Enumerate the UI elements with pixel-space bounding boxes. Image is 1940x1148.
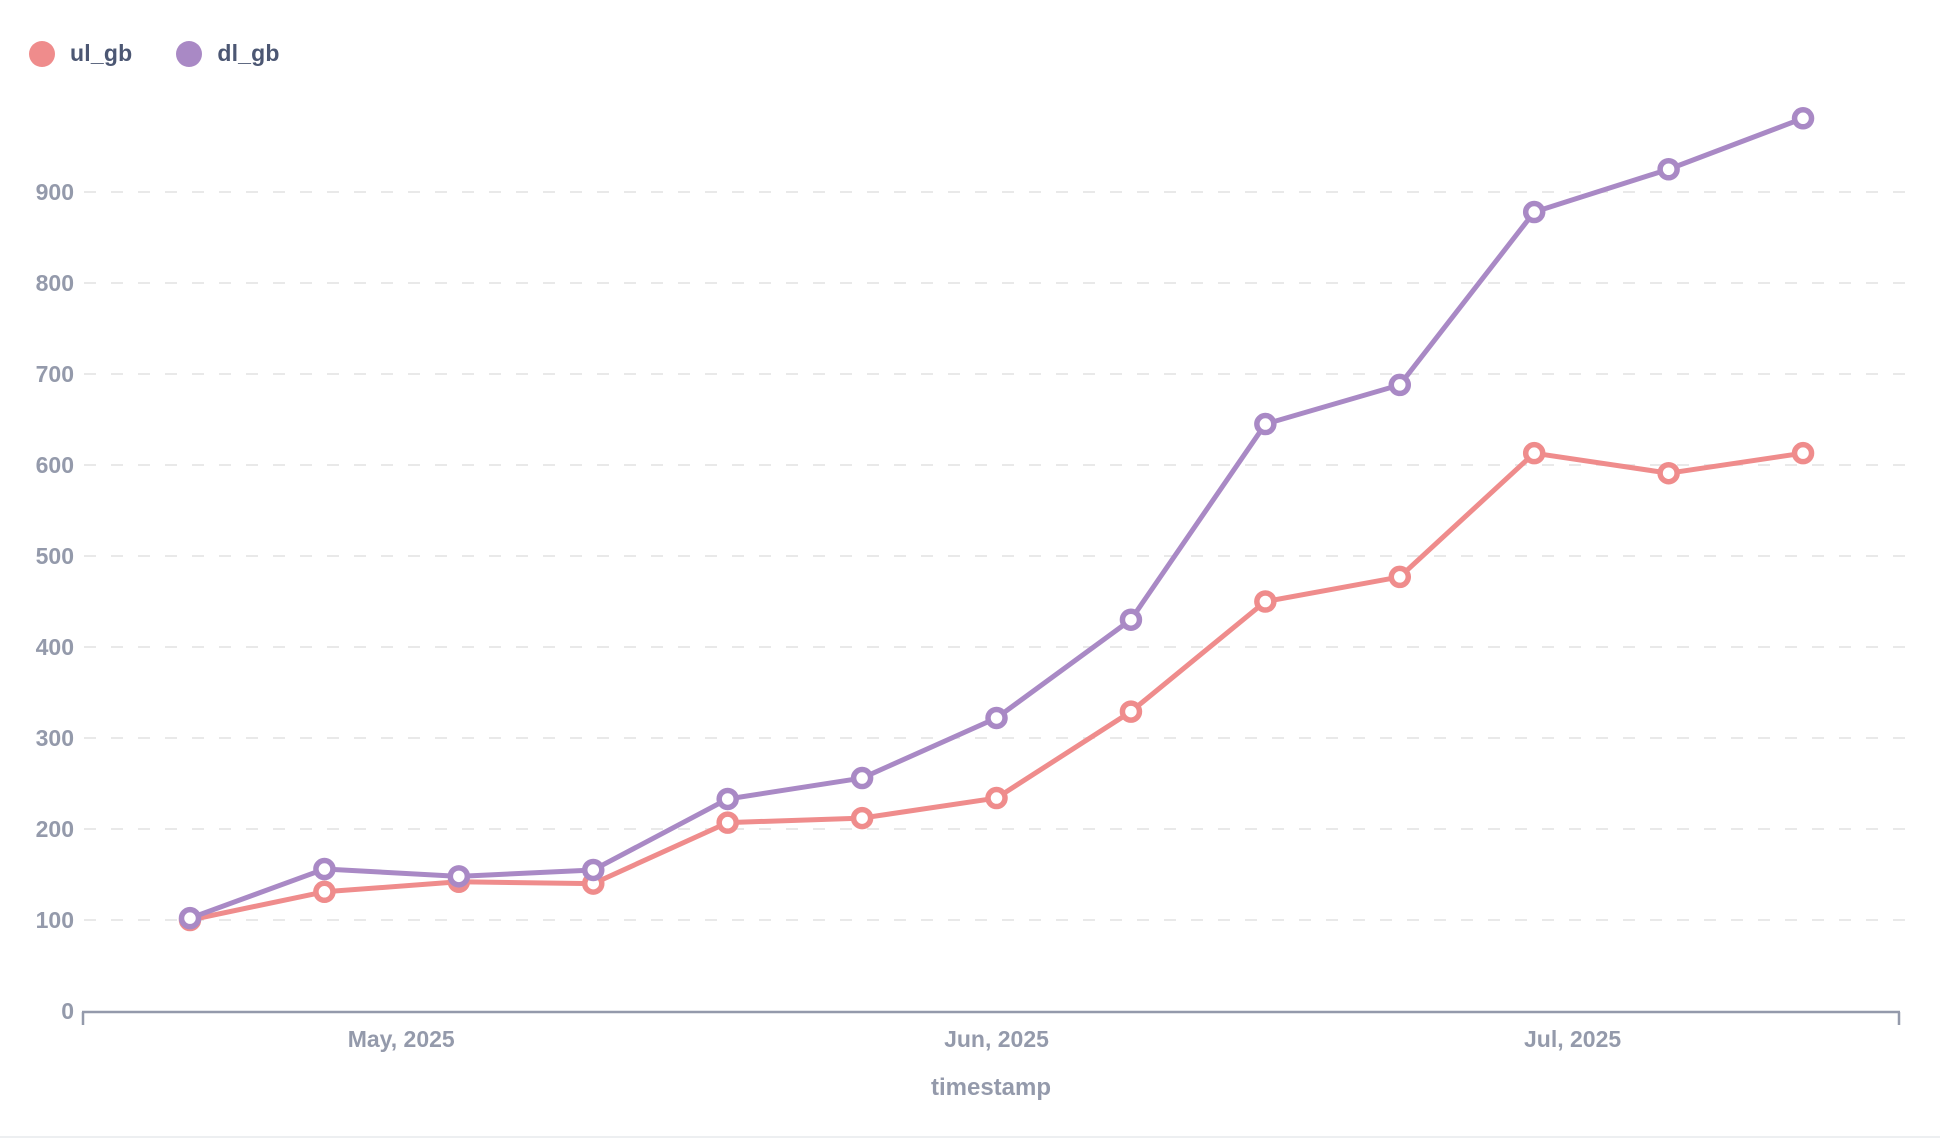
data-point-marker-ul_gb[interactable] [850,806,874,830]
x-axis-tick-label: May, 2025 [348,1026,455,1052]
data-point-marker-dl_gb[interactable] [1119,608,1143,631]
y-axis-tick-label: 500 [36,543,74,569]
legend-dot-icon [29,40,55,67]
data-point-marker-dl_gb[interactable] [447,865,471,888]
x-axis-title: timestamp [931,1074,1051,1101]
data-point-marker-ul_gb[interactable] [1388,565,1412,589]
series-line-ul_gb [187,450,1806,923]
data-point-marker-dl_gb[interactable] [178,906,202,930]
data-point-marker-ul_gb[interactable] [1522,441,1546,465]
data-point-marker-dl_gb[interactable] [1388,373,1412,397]
x-axis-tick-label: Jul, 2025 [1524,1026,1621,1052]
y-axis-tick-label: 0 [61,998,74,1024]
data-point-marker-ul_gb[interactable] [1254,590,1277,613]
data-point-marker-dl_gb[interactable] [716,787,739,811]
data-point-marker-dl_gb[interactable] [850,766,874,790]
data-point-marker-dl_gb[interactable] [582,858,605,882]
data-point-marker-dl_gb[interactable] [1522,200,1546,224]
chart-legend: ul_gb dl_gb [29,40,280,67]
data-point-marker-ul_gb[interactable] [1657,461,1680,485]
y-axis-tick-label: 600 [36,452,74,478]
legend-label: ul_gb [70,40,133,66]
y-axis-tick-label: 200 [36,816,74,842]
bottom-divider [0,1136,1940,1138]
legend-item-dl-gb[interactable]: dl_gb [176,40,279,67]
y-axis-tick-label: 400 [36,634,74,660]
y-axis-tick-label: 300 [36,725,74,751]
data-point-marker-ul_gb[interactable] [716,811,739,834]
data-point-marker-ul_gb[interactable] [1119,700,1143,723]
y-axis-tick-label: 900 [36,179,74,205]
data-point-marker-ul_gb[interactable] [1791,441,1815,465]
data-point-marker-dl_gb[interactable] [1657,158,1680,181]
data-point-marker-dl_gb[interactable] [985,706,1008,730]
y-axis-tick-label: 800 [36,270,74,296]
legend-dot-icon [176,40,203,67]
data-point-marker-dl_gb[interactable] [1254,412,1277,436]
data-point-marker-ul_gb[interactable] [313,880,336,904]
data-point-marker-dl_gb[interactable] [1791,107,1815,130]
y-axis-tick-label: 700 [36,361,74,387]
legend-item-ul-gb[interactable]: ul_gb [29,40,132,67]
data-point-marker-dl_gb[interactable] [313,857,336,881]
legend-label: dl_gb [217,40,280,66]
data-point-marker-ul_gb[interactable] [985,786,1008,810]
y-axis-tick-label: 100 [36,907,74,933]
x-axis-tick-label: Jun, 2025 [944,1026,1049,1052]
